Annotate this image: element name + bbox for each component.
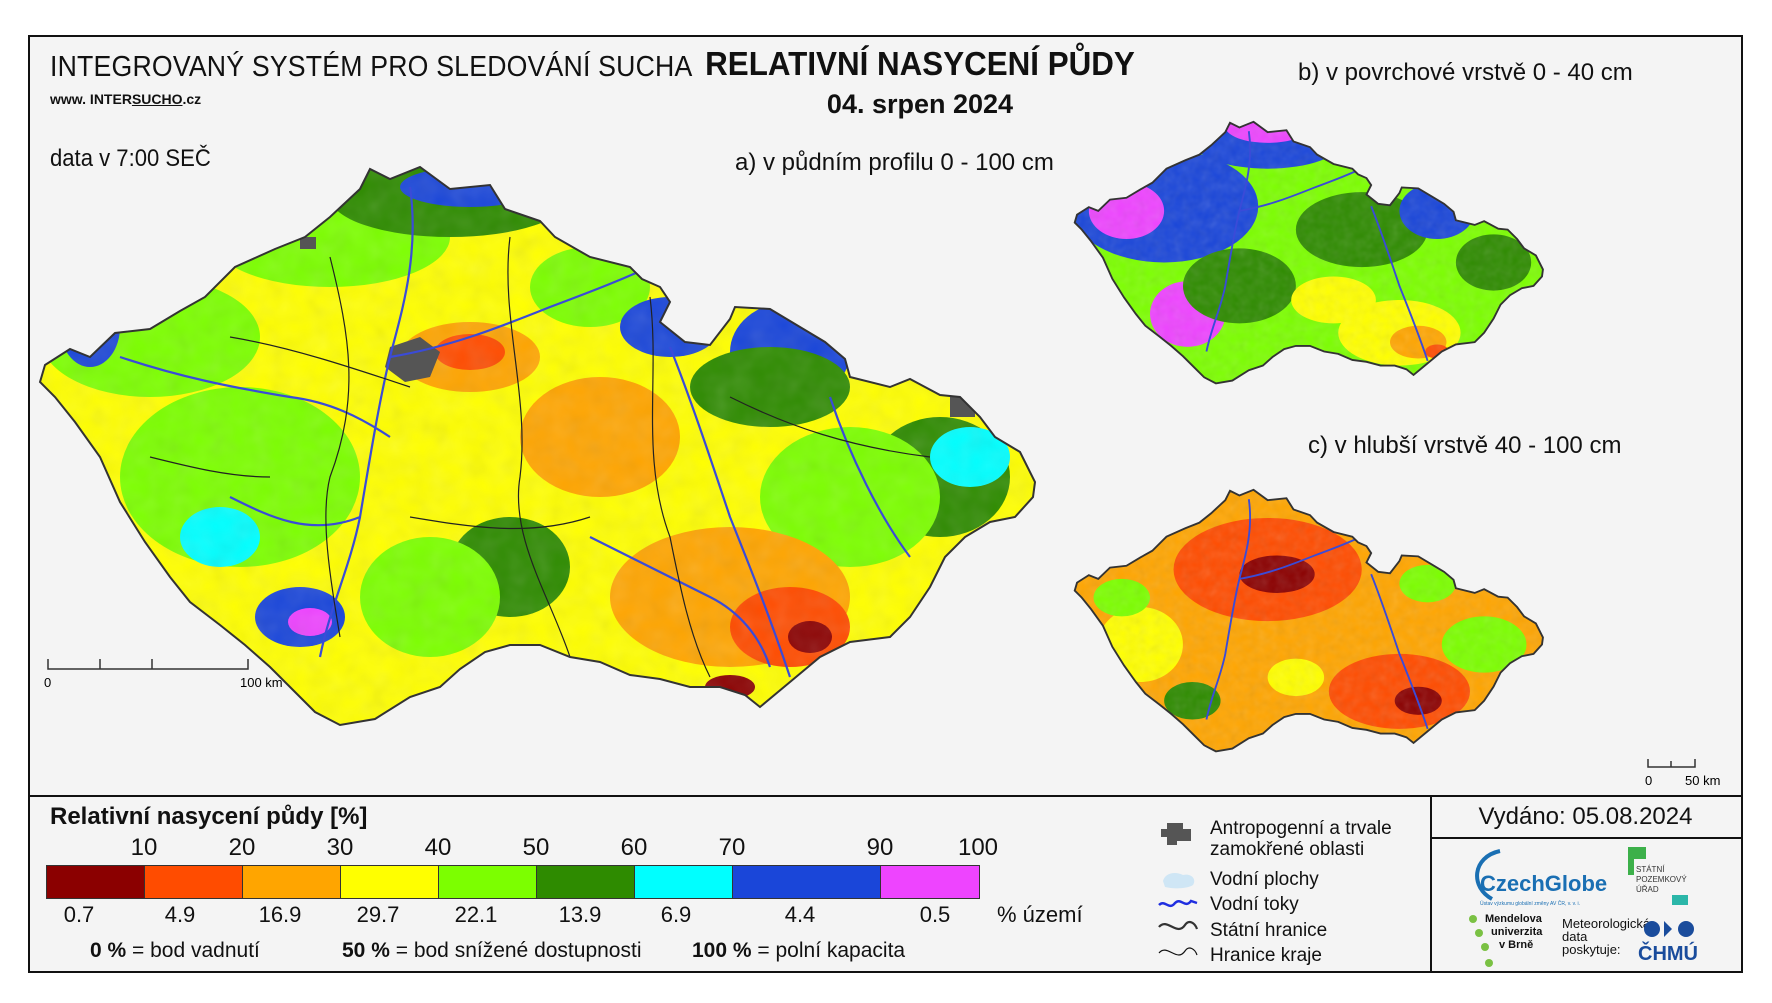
mendel-line: Mendelova: [1485, 913, 1542, 925]
legend-area-unit: % území: [997, 902, 1083, 927]
legend-threshold: 20: [228, 834, 256, 861]
definition-wilting-point: 0 % = bod vadnutí: [90, 939, 260, 963]
mendel-university-logo: Mendelova univerzita v Brně: [1469, 913, 1543, 967]
map-sheet: INTEGROVANÝ SYSTÉM PRO SLEDOVÁNÍ SUCHA w…: [28, 35, 1743, 973]
legend-anthropogenic: Antropogenní a trvale zamokřené oblasti: [1210, 818, 1392, 860]
mendel-line: univerzita: [1491, 926, 1543, 938]
legend-swatch: [47, 866, 145, 898]
meteo-data-provider: Meteorologická data poskytuje:: [1562, 917, 1650, 956]
meteo-line: Meteorologická: [1562, 916, 1651, 931]
legend-threshold: 60: [620, 834, 648, 861]
chmu-emblem-icon: [1644, 921, 1694, 937]
region-border-icon: [1158, 947, 1198, 956]
legend-area-pct: 22.1: [454, 902, 498, 927]
map-b-label: b) v povrchové vrstvě 0 - 40 cm: [1298, 59, 1633, 86]
legend-divider: [30, 795, 1741, 797]
data-time: data v 7:00 SEČ: [50, 145, 211, 172]
legend-threshold: 70: [718, 834, 746, 861]
definition-key: 50 %: [342, 939, 390, 962]
meteo-line: poskytuje:: [1562, 942, 1621, 957]
legend-threshold: 50: [522, 834, 550, 861]
legend-swatch: [439, 866, 537, 898]
legend-swatch: [145, 866, 243, 898]
legend-water-bodies: Vodní plochy: [1210, 869, 1319, 890]
legend-threshold: 40: [424, 834, 452, 861]
issued-panel-divider: [1430, 797, 1432, 973]
url-suffix: .cz: [182, 91, 202, 107]
legend-area-pct: 13.9: [558, 902, 602, 927]
legend-area-pct: 29.7: [356, 902, 400, 927]
legend-threshold: 100: [957, 834, 999, 861]
url-prefix: www. INTER: [50, 91, 132, 107]
spu-line: ÚŘAD: [1636, 885, 1659, 894]
state-border-icon: [1158, 920, 1199, 931]
spu-line: POZEMKOVÝ: [1636, 875, 1687, 884]
definition-text: = polní kapacita: [757, 939, 906, 962]
legend-area-pct: 4.9: [164, 902, 196, 927]
url-brand: SUCHO: [131, 91, 183, 107]
definition-key: 100 %: [692, 939, 752, 962]
legend-swatch: [243, 866, 341, 898]
map-date: 04. srpen 2024: [826, 89, 1014, 119]
map-a-label: a) v půdním profilu 0 - 100 cm: [735, 149, 1054, 176]
legend-threshold: 30: [326, 834, 354, 861]
legend-region-border: Hranice kraje: [1210, 945, 1322, 966]
water-body-icon: [1163, 873, 1195, 889]
czechglobe-arc-icon: [1475, 849, 1501, 901]
definition-text: = bod snížené dostupnosti: [395, 939, 642, 962]
legend-threshold: 90: [866, 834, 894, 861]
legend-area-pct: 16.9: [258, 902, 302, 927]
scale-main-end: 100 km: [240, 675, 283, 690]
website-link[interactable]: www. INTERSUCHO.cz: [50, 91, 201, 107]
spu-icon: [1628, 847, 1646, 875]
definition-text: = bod vadnutí: [132, 939, 260, 962]
scale-bar-small: 0 50 km: [1645, 759, 1720, 788]
legend-swatch: [733, 866, 881, 898]
issued-date: Vydáno: 05.08.2024: [1478, 803, 1693, 830]
definition-key: 0 %: [90, 939, 127, 962]
legend-swatch: [341, 866, 439, 898]
issued-panel-rule: [1430, 837, 1741, 839]
legend-area-pct: 4.4: [784, 902, 816, 927]
mendel-line: v Brně: [1499, 939, 1534, 951]
system-title: INTEGROVANÝ SYSTÉM PRO SLEDOVÁNÍ SUCHA: [50, 51, 693, 83]
scale-small-end: 50 km: [1685, 773, 1720, 788]
legend-swatch: [635, 866, 733, 898]
definition-reduced-availability: 50 % = bod snížené dostupnosti: [342, 939, 641, 963]
scale-bar-main: 0 100 km: [44, 659, 283, 690]
czechglobe-subtitle: Ústav výzkumu globální změny AV ČR, v. v…: [1480, 901, 1581, 907]
scale-main-start: 0: [44, 675, 51, 690]
definition-field-capacity: 100 % = polní kapacita: [692, 939, 905, 963]
spu-accent: [1672, 895, 1688, 905]
map-c-label: c) v hlubší vrstvě 40 - 100 cm: [1308, 432, 1622, 459]
map-a-soil-profile: [38, 165, 1037, 727]
legend-title: Relativní nasycení půdy [%]: [50, 803, 368, 830]
legend-area-pct: 0.5: [919, 902, 951, 927]
meteo-line: data: [1562, 929, 1588, 944]
czechglobe-name: CzechGlobe: [1480, 871, 1608, 896]
watercourse-icon: [1158, 899, 1198, 908]
mendel-dots-icon: [1469, 915, 1493, 967]
legend-area-pct: 6.9: [660, 902, 692, 927]
map-c-deep-layer: [1073, 488, 1544, 753]
legend-color-bar: [46, 865, 980, 899]
legend-state-border: Státní hranice: [1210, 920, 1328, 941]
chmu-logo: ČHMÚ: [1638, 943, 1698, 965]
spu-line: STÁTNÍ: [1636, 865, 1665, 874]
scale-small-start: 0: [1645, 773, 1652, 788]
urban-area-icon: [1161, 823, 1191, 845]
map-b-surface-layer: [1073, 120, 1544, 385]
legend-swatch: [537, 866, 635, 898]
legend-area-pct: 0.7: [63, 902, 95, 927]
legend-threshold: 10: [130, 834, 158, 861]
legend-swatch: [881, 866, 979, 898]
page-title: RELATIVNÍ NASYCENÍ PŮDY: [705, 45, 1135, 82]
legend-watercourses: Vodní toky: [1210, 894, 1299, 915]
